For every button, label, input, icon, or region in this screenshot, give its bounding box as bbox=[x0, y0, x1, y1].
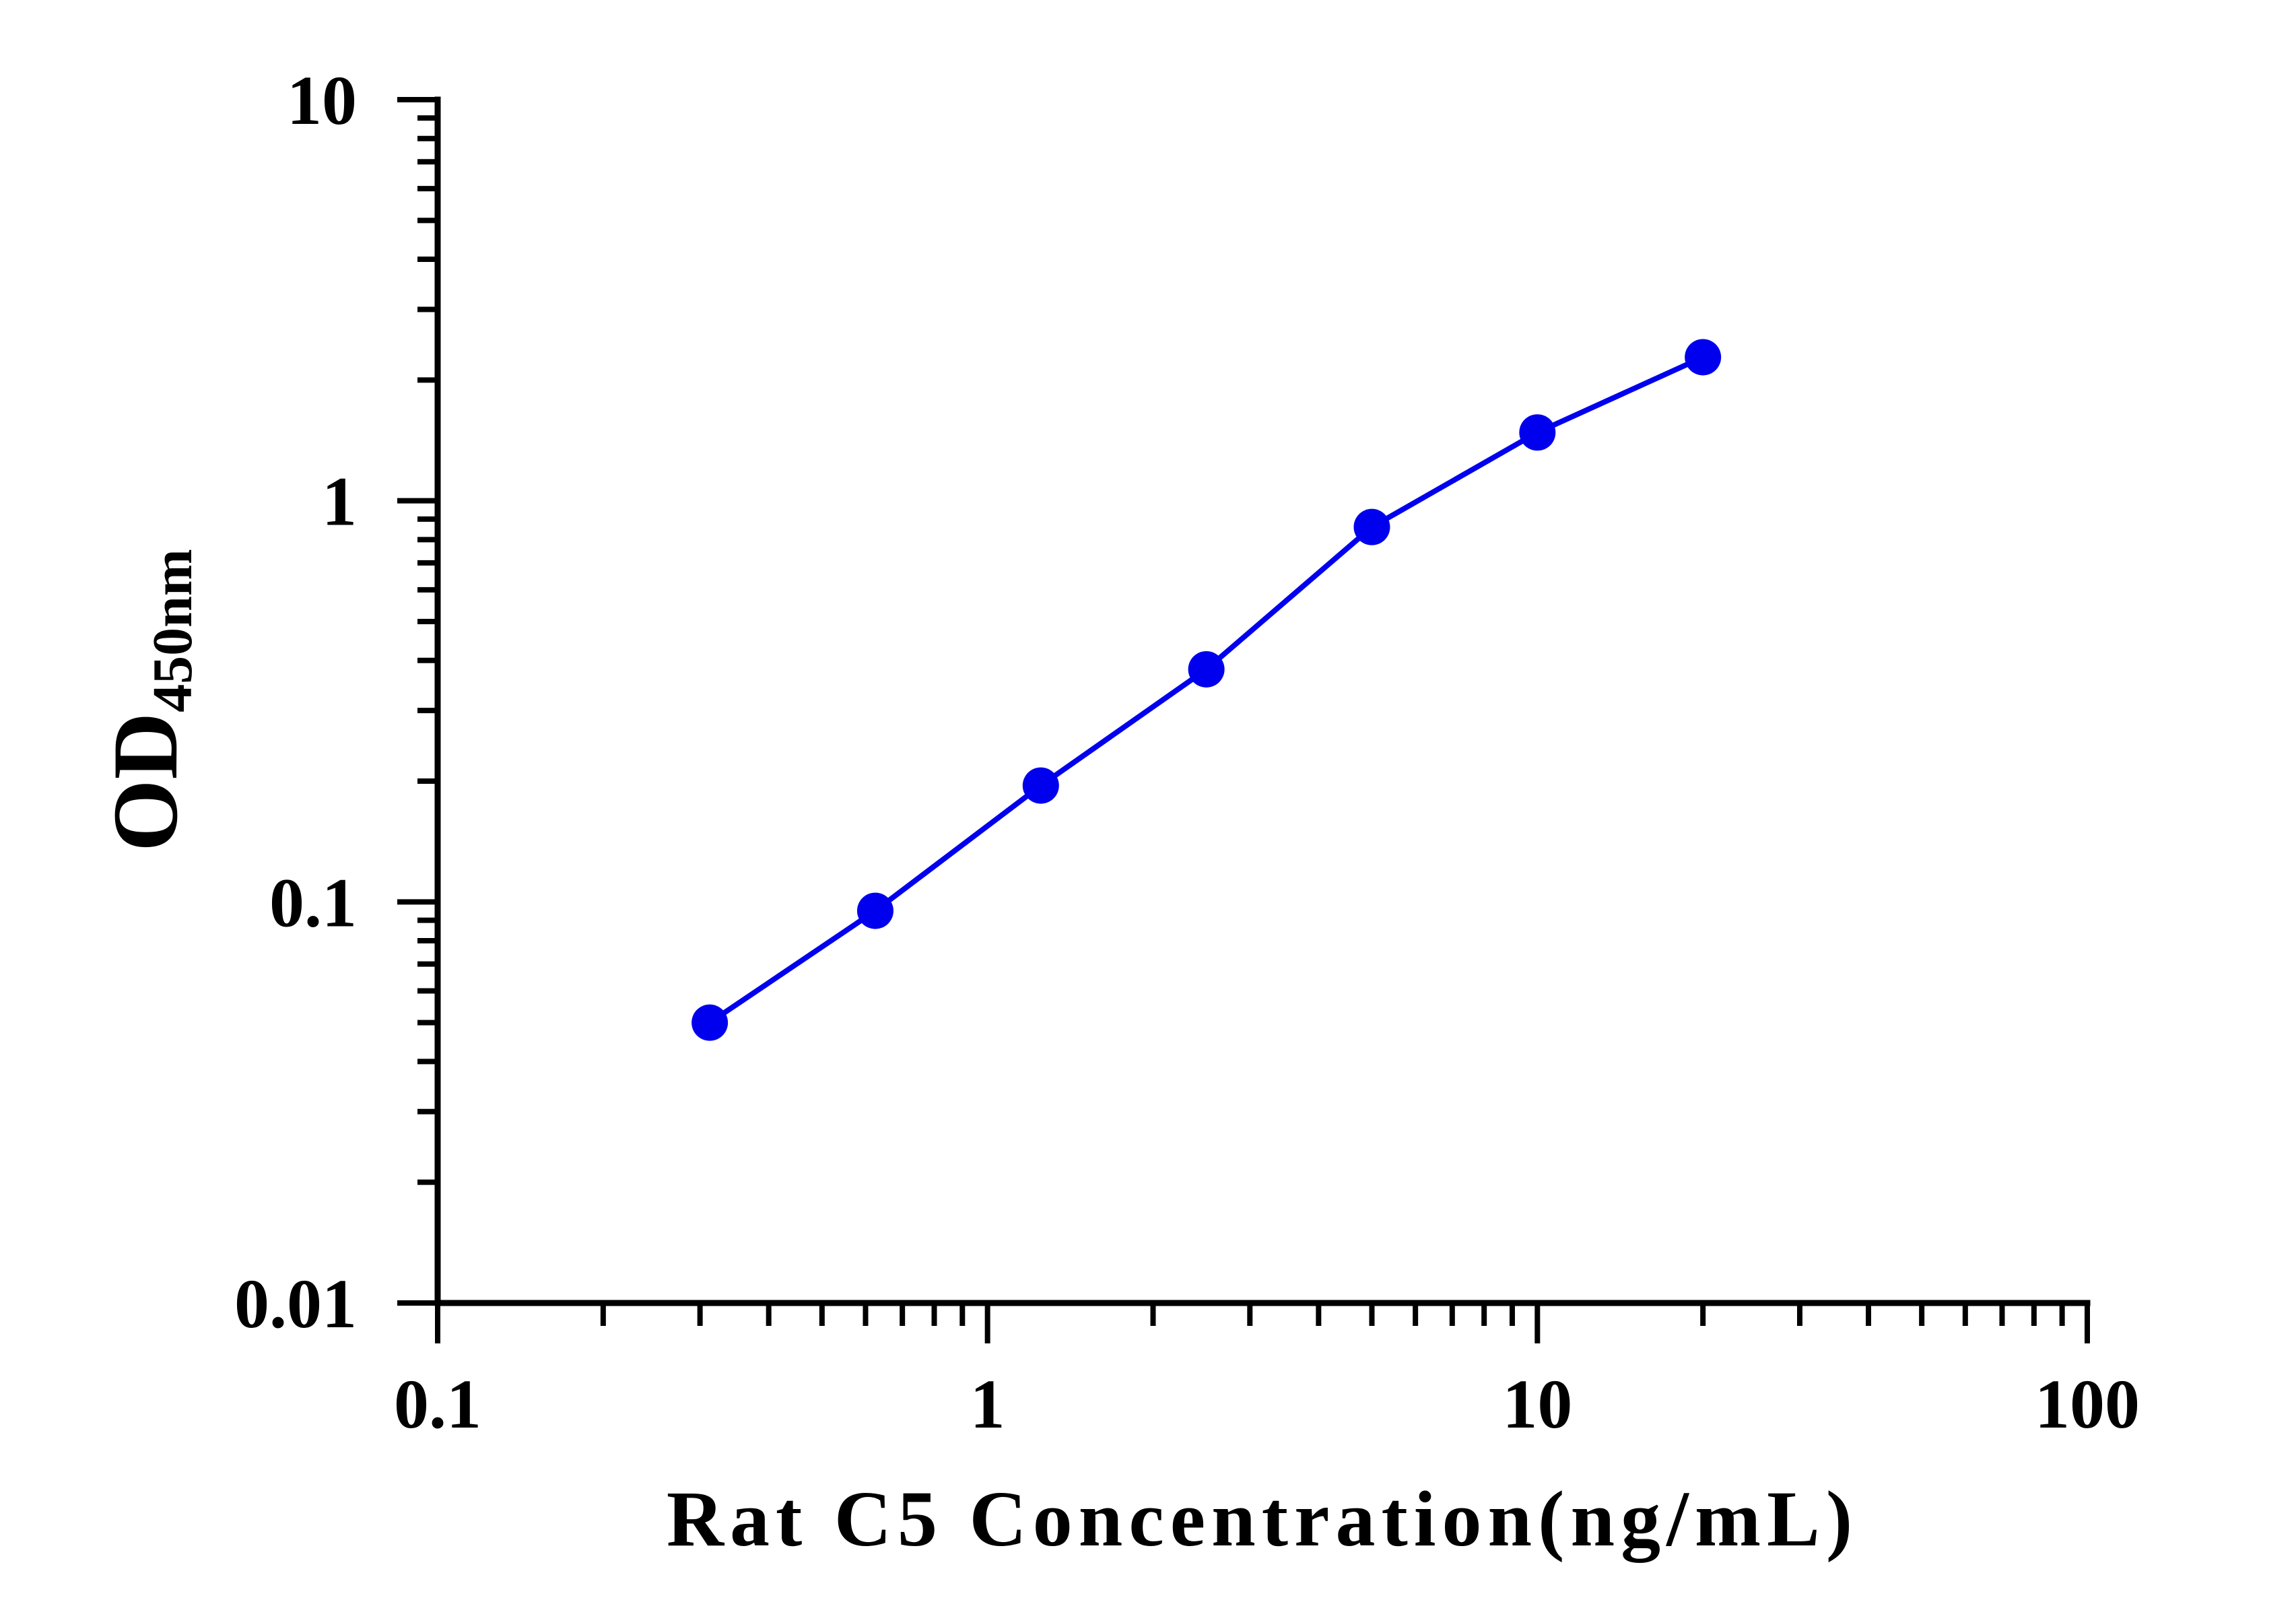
y-tick-label: 0.1 bbox=[269, 864, 357, 941]
data-point bbox=[1188, 650, 1225, 688]
data-point bbox=[691, 1004, 729, 1041]
y-tick-label: 10 bbox=[287, 62, 357, 139]
x-tick-label: 0.1 bbox=[394, 1366, 481, 1443]
data-point bbox=[1353, 508, 1390, 545]
y-tick-labels: 0.01 0.1 1 10 bbox=[234, 62, 357, 1343]
y-tick-label: 0.01 bbox=[234, 1265, 357, 1343]
x-tick-labels: 0.1 1 10 100 bbox=[394, 1366, 2140, 1443]
data-point bbox=[856, 892, 893, 929]
x-tick-label: 100 bbox=[2035, 1366, 2140, 1443]
series-curve bbox=[691, 339, 1722, 1041]
x-tick-label: 10 bbox=[1502, 1366, 1572, 1443]
axes bbox=[434, 96, 2091, 1306]
axis-ticks bbox=[397, 97, 2090, 1343]
x-axis-title: Rat C5 Concentration(ng/mL) bbox=[667, 1475, 1858, 1563]
series-line bbox=[708, 354, 1704, 1025]
y-tick-label: 1 bbox=[322, 463, 357, 541]
x-tick-label: 1 bbox=[970, 1366, 1005, 1443]
data-point bbox=[1519, 414, 1556, 451]
data-point bbox=[1022, 767, 1059, 804]
data-point bbox=[1685, 339, 1722, 376]
y-axis-title-main: OD bbox=[94, 712, 197, 852]
y-axis-title: OD450nm bbox=[94, 549, 204, 852]
y-axis-title-subscript: 450nm bbox=[141, 549, 204, 712]
